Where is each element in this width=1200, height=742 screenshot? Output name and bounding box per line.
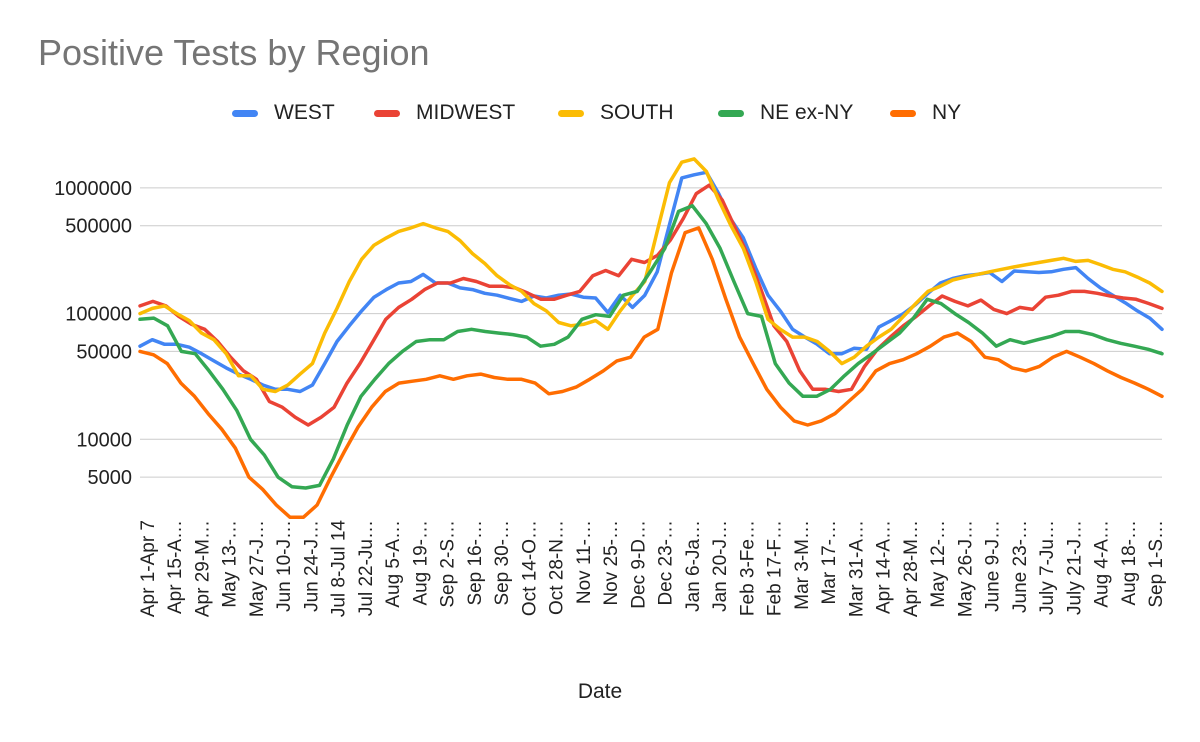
x-tick-label: Sep 2-S…: [438, 520, 459, 608]
series-line-ny: [138, 226, 1164, 519]
x-tick-label: July 7-Ju…: [1037, 520, 1058, 615]
series-line-south: [138, 157, 1164, 394]
x-tick-label: Dec 9-D…: [628, 520, 649, 609]
legend-item-south: SOUTH: [558, 100, 674, 126]
legend-swatch: [558, 109, 584, 117]
legend-item-ny: NY: [890, 100, 961, 126]
x-tick-label: Mar 31-A…: [846, 520, 867, 617]
y-tick-label: 1000000: [54, 178, 132, 200]
legend-label: NY: [932, 101, 962, 124]
x-tick-label: June 23-…: [1010, 520, 1031, 613]
x-axis-title: Date: [577, 680, 623, 703]
x-tick-label: Apr 1-Apr 7: [138, 520, 159, 617]
x-tick-label: Nov 11-…: [574, 520, 595, 604]
x-tick-label: Oct 28-N…: [547, 520, 568, 615]
x-tick-label: Mar 17-…: [819, 520, 840, 604]
legend-swatch: [374, 109, 400, 117]
legend-label: NE ex-NY: [760, 101, 854, 124]
x-tick-label: Sep 30-…: [492, 520, 513, 606]
x-tick-label: Apr 29-M…: [192, 520, 213, 617]
x-tick-label: Aug 18-…: [1119, 520, 1140, 606]
y-tick-label: 100000: [65, 304, 132, 326]
x-tick-label: Mar 3-M…: [792, 520, 813, 610]
legend-item-west: WEST: [232, 100, 335, 126]
x-tick-label: Apr 28-M…: [901, 520, 922, 617]
y-tick-label: 500000: [65, 216, 132, 238]
x-tick-label: July 21-J…: [1064, 520, 1085, 615]
legend-label: MIDWEST: [416, 101, 516, 124]
x-tick-label: Aug 4-A…: [1092, 520, 1113, 608]
x-tick-label: Apr 15-A…: [165, 520, 186, 614]
y-tick-label: 10000: [76, 429, 132, 451]
legend-swatch: [890, 109, 916, 117]
x-tick-label: May 26-J…: [955, 520, 976, 617]
x-tick-label: Jun 10-J…: [274, 520, 295, 612]
x-tick-label: Sep 1-S…: [1146, 520, 1167, 608]
chart-title: Positive Tests by Region: [38, 32, 430, 73]
x-tick-label: Apr 14-A…: [874, 520, 895, 614]
series-line-west: [138, 170, 1164, 394]
x-tick-label: Aug 19-…: [410, 520, 431, 606]
x-tick-label: Jul 8-Jul 14: [329, 520, 350, 618]
x-tick-label: Aug 5-A…: [383, 520, 404, 608]
legend-item-midwest: MIDWEST: [374, 100, 515, 126]
x-tick-label: Jan 6-Ja…: [683, 520, 704, 612]
x-tick-label: June 9-J…: [983, 520, 1004, 612]
x-tick-label: May 13-…: [220, 520, 241, 608]
x-tick-label: Oct 14-O…: [519, 520, 540, 616]
legend-label: SOUTH: [600, 101, 674, 124]
y-tick-label: 5000: [88, 467, 133, 489]
legend-item-ne-ex-ny: NE ex-NY: [718, 100, 853, 126]
x-tick-label: Jun 24-J…: [301, 520, 322, 612]
x-tick-label: Jan 20-J…: [710, 520, 731, 612]
x-tick-label: Jul 22-Ju…: [356, 520, 377, 616]
series-line-ne-ex-ny: [138, 204, 1164, 490]
x-tick-label: May 12-…: [928, 520, 949, 608]
x-tick-label: Nov 25-…: [601, 520, 622, 606]
legend: WEST MIDWEST SOUTH NE ex-NY NY: [0, 100, 1200, 126]
legend-label: WEST: [274, 101, 335, 124]
x-tick-label: Sep 16-…: [465, 520, 486, 606]
x-tick-label: Feb 17-F…: [765, 520, 786, 616]
x-tick-label: May 27-J…: [247, 520, 268, 617]
x-tick-label: Dec 23-…: [656, 520, 677, 606]
x-tick-label: Feb 3-Fe…: [737, 520, 758, 616]
legend-swatch: [718, 109, 744, 117]
legend-swatch: [232, 109, 258, 117]
y-tick-label: 50000: [76, 341, 132, 363]
